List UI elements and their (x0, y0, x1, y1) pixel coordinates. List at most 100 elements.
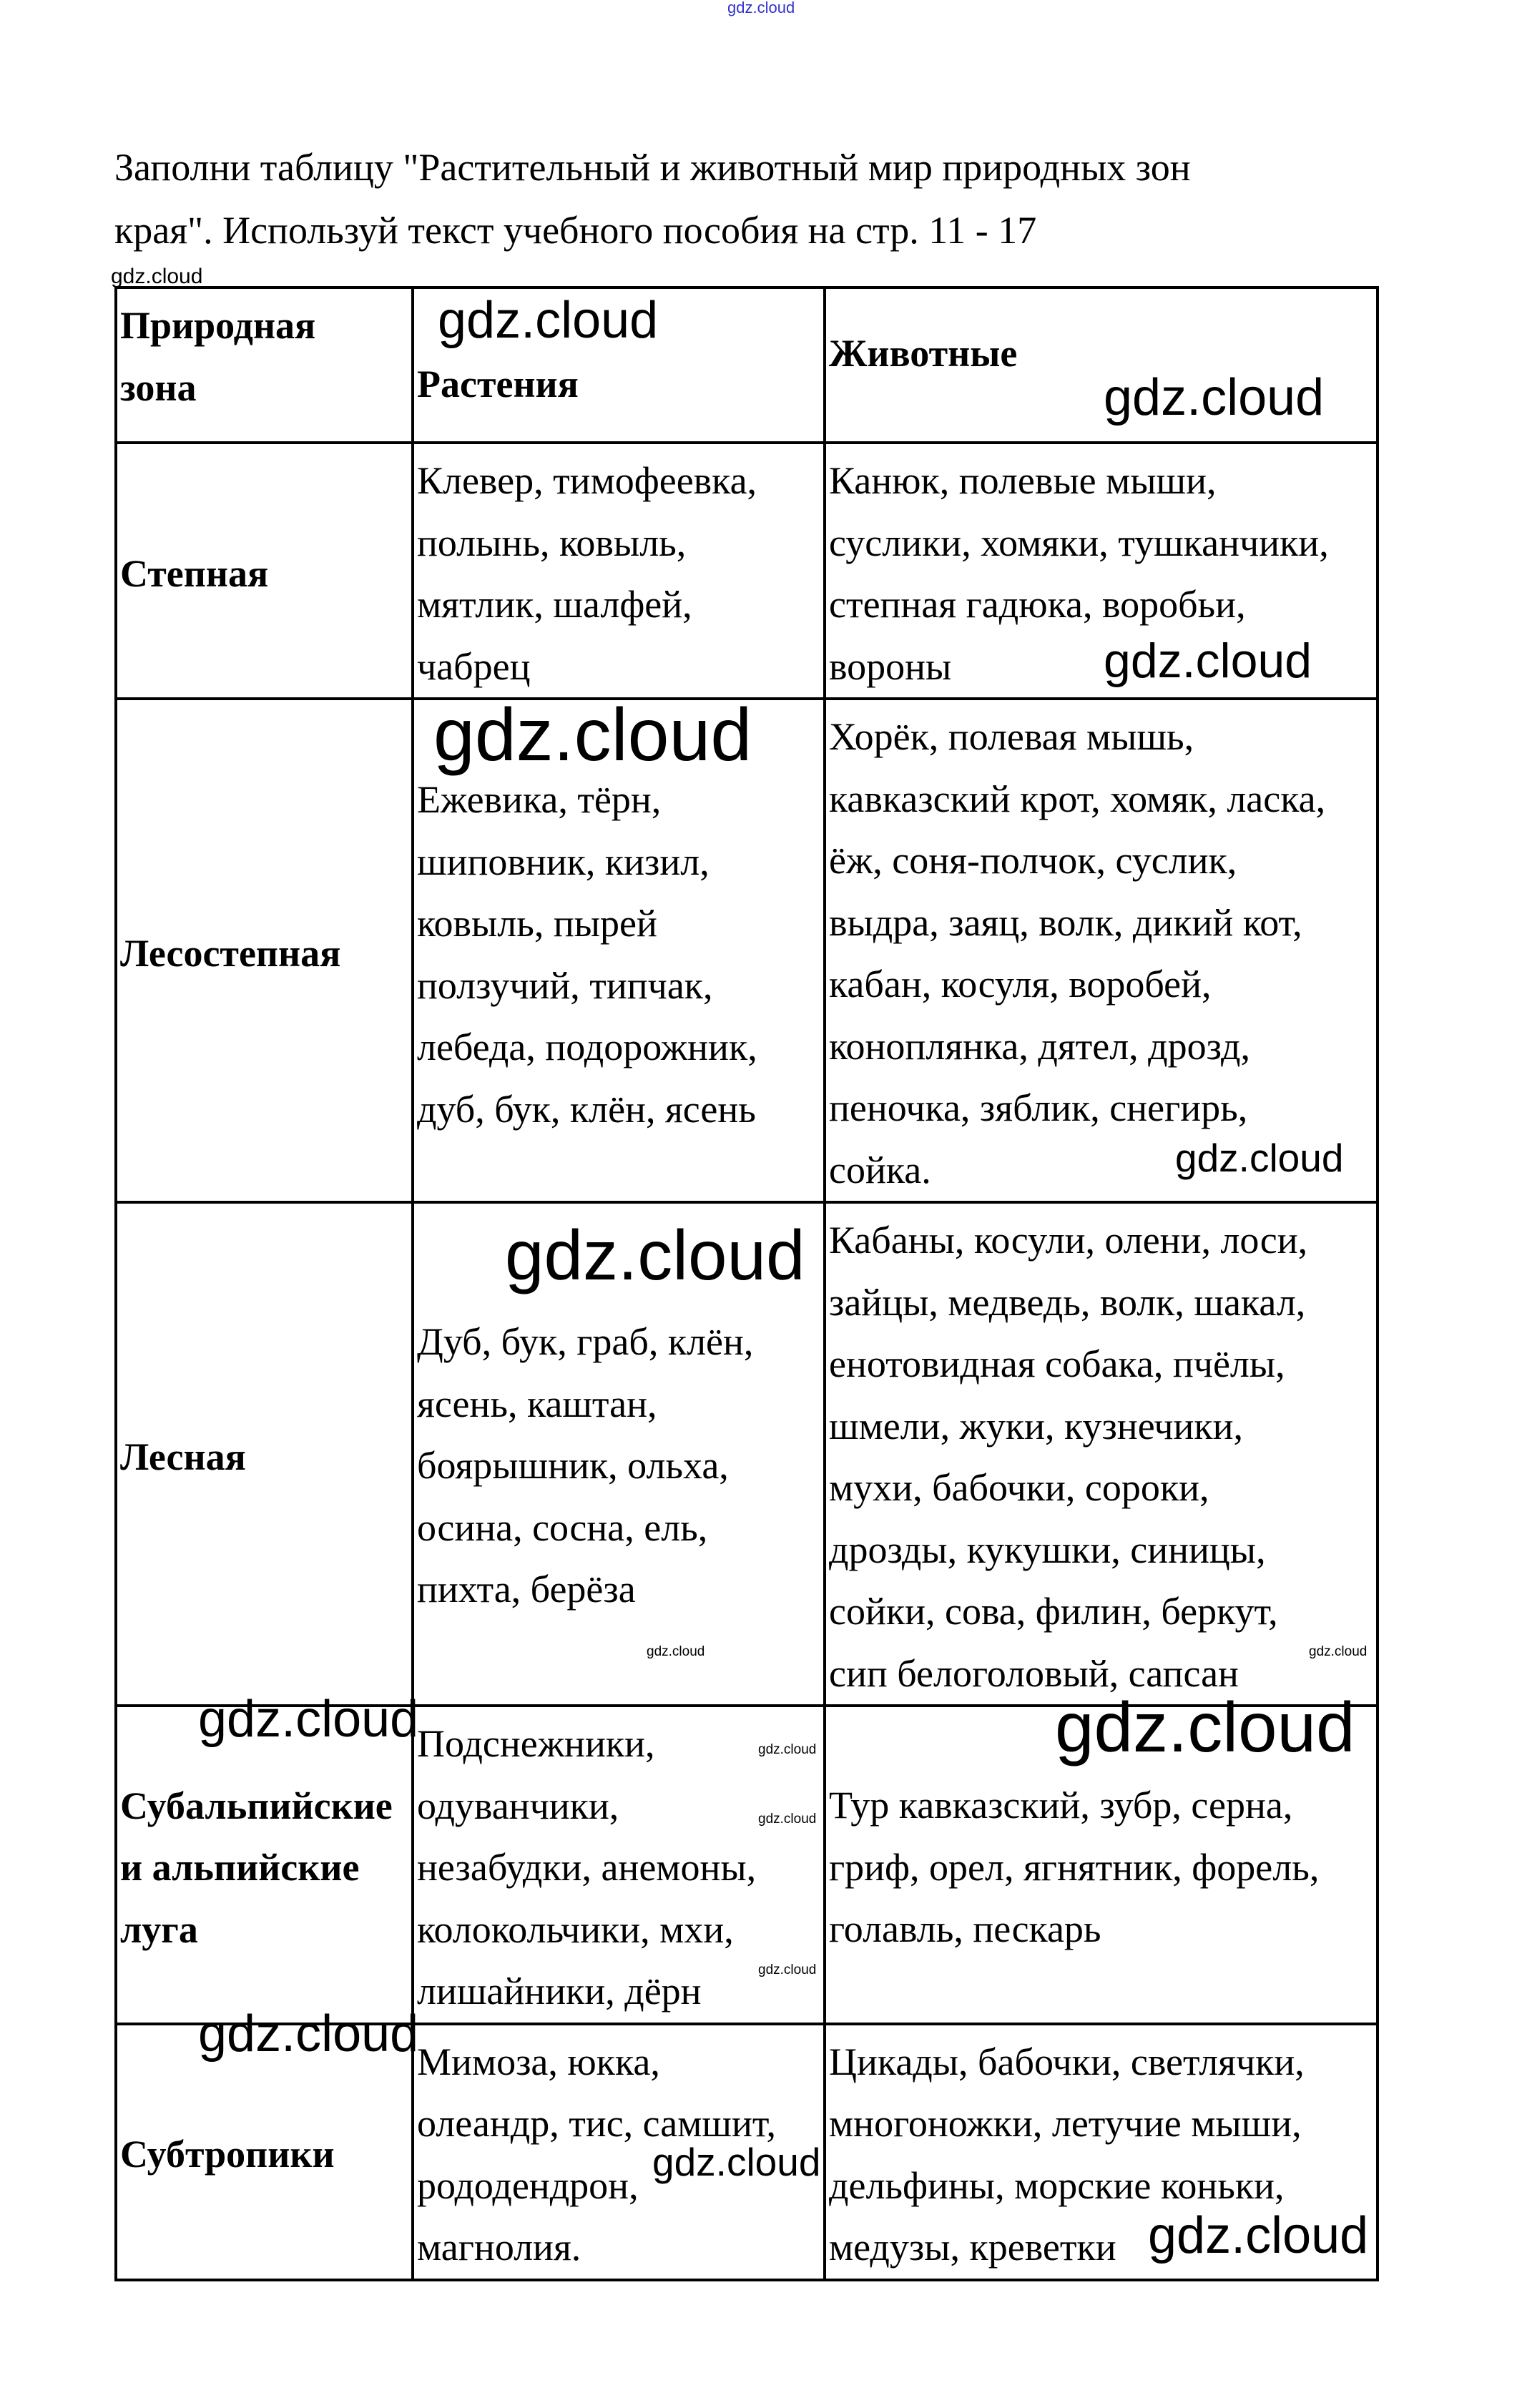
plants-line: ползучий, типчак, (417, 963, 713, 1007)
zone-line: Лесостепная (120, 931, 341, 975)
watermark: gdz.cloud (433, 694, 752, 777)
animals-line: медузы, креветки (829, 2226, 1116, 2269)
animals-line: сип белоголовый, сапсан (829, 1651, 1239, 1695)
animals-cell: Тур кавказский, зубр, серна, гриф, орел, … (823, 1704, 1379, 2025)
plants-line: Ежевика, тёрн, (417, 778, 662, 821)
animals-line: ёж, соня-полчок, суслик, (829, 839, 1237, 882)
table-row: Лесостепная Ежевика, тёрн, шиповник, кизи… (114, 697, 1379, 1204)
plants-cell: Мимоза, юкка, олеандр, тис, самшит, рододе… (411, 2022, 826, 2281)
animals-cell: Цикады, бабочки, светлячки, многоножки, л… (823, 2022, 1379, 2281)
header-text: зона (120, 365, 197, 409)
plants-line: боярышник, ольха, (417, 1444, 729, 1487)
animals-line: зайцы, медведь, волк, шакал, (829, 1280, 1306, 1324)
plants-line: рододендрон, (417, 2163, 639, 2207)
animals-line: сойки, сова, филин, беркут, (829, 1590, 1278, 1633)
watermark: gdz.cloud (1148, 2207, 1369, 2264)
table-row: Степная Клевер, тимофеевка, полынь, ковыл… (114, 441, 1379, 700)
plants-line: шиповник, кизил, (417, 840, 710, 883)
watermark: gdz.cloud (505, 1216, 805, 1294)
watermark: gdz.cloud (438, 292, 659, 349)
animals-line: кавказский крот, хомяк, ласка, (829, 777, 1326, 820)
animals-line: многоножки, летучие мыши, (829, 2102, 1302, 2145)
plants-line: пихта, берёза (417, 1568, 636, 1611)
animals-line: дрозды, кукушки, синицы, (829, 1528, 1266, 1571)
plants-line: незабудки, анемоны, (417, 1846, 757, 1889)
zone-cell: Субтропики (114, 2022, 414, 2281)
plants-cell: Ежевика, тёрн, шиповник, кизил, ковыль, пы… (411, 697, 826, 1204)
task-instructions: Заполни таблицу "Растительный и животный… (114, 136, 1473, 262)
watermark: gdz.cloud (1055, 1688, 1355, 1766)
zone-cell: Степная (114, 441, 414, 700)
animals-line: дельфины, морские коньки, (829, 2163, 1285, 2207)
watermark: gdz.cloud (758, 1812, 817, 1827)
watermark: gdz.cloud (758, 1962, 817, 1977)
plants-line: Мимоза, юкка, (417, 2040, 660, 2083)
watermark: gdz.cloud (111, 265, 203, 288)
animals-line: мухи, бабочки, сороки, (829, 1466, 1209, 1509)
animals-line: пеночка, зяблик, снегирь, (829, 1086, 1248, 1129)
zone-line: луга (120, 1907, 198, 1951)
header-animals: Животные (823, 286, 1379, 444)
plants-line: одуванчики, (417, 1784, 619, 1827)
animals-line: голавль, пескарь (829, 1907, 1101, 1950)
plants-line: лишайники, дёрн (417, 1970, 702, 2013)
zone-line: Степная (120, 551, 269, 595)
plants-cell: Дуб, бук, граб, клён, ясень, каштан, бояры… (411, 1201, 826, 1707)
nature-zones-table: Природная зона Растения Животные Степная… (114, 286, 1379, 2281)
intro-line: Заполни таблицу "Растительный и животный… (114, 146, 1191, 189)
zone-line: Лесная (120, 1435, 246, 1478)
plants-line: Дуб, бук, граб, клён, (417, 1320, 754, 1363)
animals-line: сойка. (829, 1148, 931, 1191)
plants-line: олеандр, тис, самшит, (417, 2102, 776, 2145)
plants-line: мятлик, шалфей, (417, 583, 692, 626)
watermark: gdz.cloud (198, 2005, 419, 2063)
plants-line: Подснежники, (417, 1722, 655, 1765)
watermark: gdz.cloud (198, 1691, 419, 1748)
animals-line: Тур кавказский, зубр, серна, (829, 1784, 1293, 1827)
header-text: Природная (120, 304, 316, 347)
plants-cell: Подснежники, одуванчики, незабудки, анемон… (411, 1704, 826, 2025)
animals-line: суслики, хомяки, тушканчики, (829, 521, 1329, 564)
plants-line: чабрец (417, 644, 531, 688)
animals-line: шмели, жуки, кузнечики, (829, 1404, 1244, 1448)
watermark: gdz.cloud (652, 2140, 821, 2184)
header-zone: Природная зона (114, 286, 414, 444)
plants-line: ясень, каштан, (417, 1382, 657, 1425)
plants-cell: Клевер, тимофеевка, полынь, ковыль, мятлик… (411, 441, 826, 700)
plants-line: магнолия. (417, 2226, 581, 2269)
plants-line: Клевер, тимофеевка, (417, 459, 757, 502)
animals-line: степная гадюка, воробьи, (829, 583, 1246, 626)
plants-line: лебеда, подорожник, (417, 1026, 757, 1068)
header-text: Животные (829, 332, 1018, 375)
zone-line: Субальпийские (120, 1784, 393, 1827)
plants-line: полынь, ковыль, (417, 521, 687, 564)
plants-line: дуб, бук, клён, ясень (417, 1087, 756, 1131)
intro-line: края". Используй текст учебного пособия … (114, 209, 1037, 252)
plants-line: колокольчики, мхи, (417, 1907, 734, 1951)
watermark: gdz.cloud (727, 0, 795, 16)
zone-line: и альпийские (120, 1846, 360, 1889)
animals-line: Канюк, полевые мыши, (829, 459, 1217, 502)
header-plants: Растения (411, 286, 826, 444)
plants-line: осина, сосна, ель, (417, 1505, 708, 1549)
zone-cell: Субальпийские и альпийские луга (114, 1704, 414, 2025)
animals-line: вороны (829, 644, 952, 688)
animals-line: Хорёк, полевая мышь, (829, 715, 1194, 758)
table-header-row: Природная зона Растения Животные (114, 286, 1379, 444)
animals-cell: Канюк, полевые мыши, суслики, хомяки, туш… (823, 441, 1379, 700)
zone-cell: Лесостепная (114, 697, 414, 1204)
watermark: gdz.cloud (647, 1644, 705, 1659)
animals-cell: Кабаны, косули, олени, лоси, зайцы, медве… (823, 1201, 1379, 1707)
table-row: Субтропики Мимоза, юкка, олеандр, тис, са… (114, 2022, 1379, 2281)
watermark: gdz.cloud (1104, 369, 1325, 426)
table-row: Лесная Дуб, бук, граб, клён, ясень, кашта… (114, 1201, 1379, 1707)
header-text: Растения (417, 363, 579, 406)
watermark: gdz.cloud (758, 1742, 817, 1757)
animals-line: енотовидная собака, пчёлы, (829, 1342, 1285, 1385)
animals-line: кабан, косуля, воробей, (829, 963, 1212, 1006)
watermark: gdz.cloud (1104, 634, 1312, 688)
animals-line: коноплянка, дятел, дрозд, (829, 1024, 1250, 1068)
watermark: gdz.cloud (1175, 1136, 1344, 1180)
animals-line: Цикады, бабочки, светлячки, (829, 2040, 1305, 2083)
zone-cell: Лесная (114, 1201, 414, 1707)
